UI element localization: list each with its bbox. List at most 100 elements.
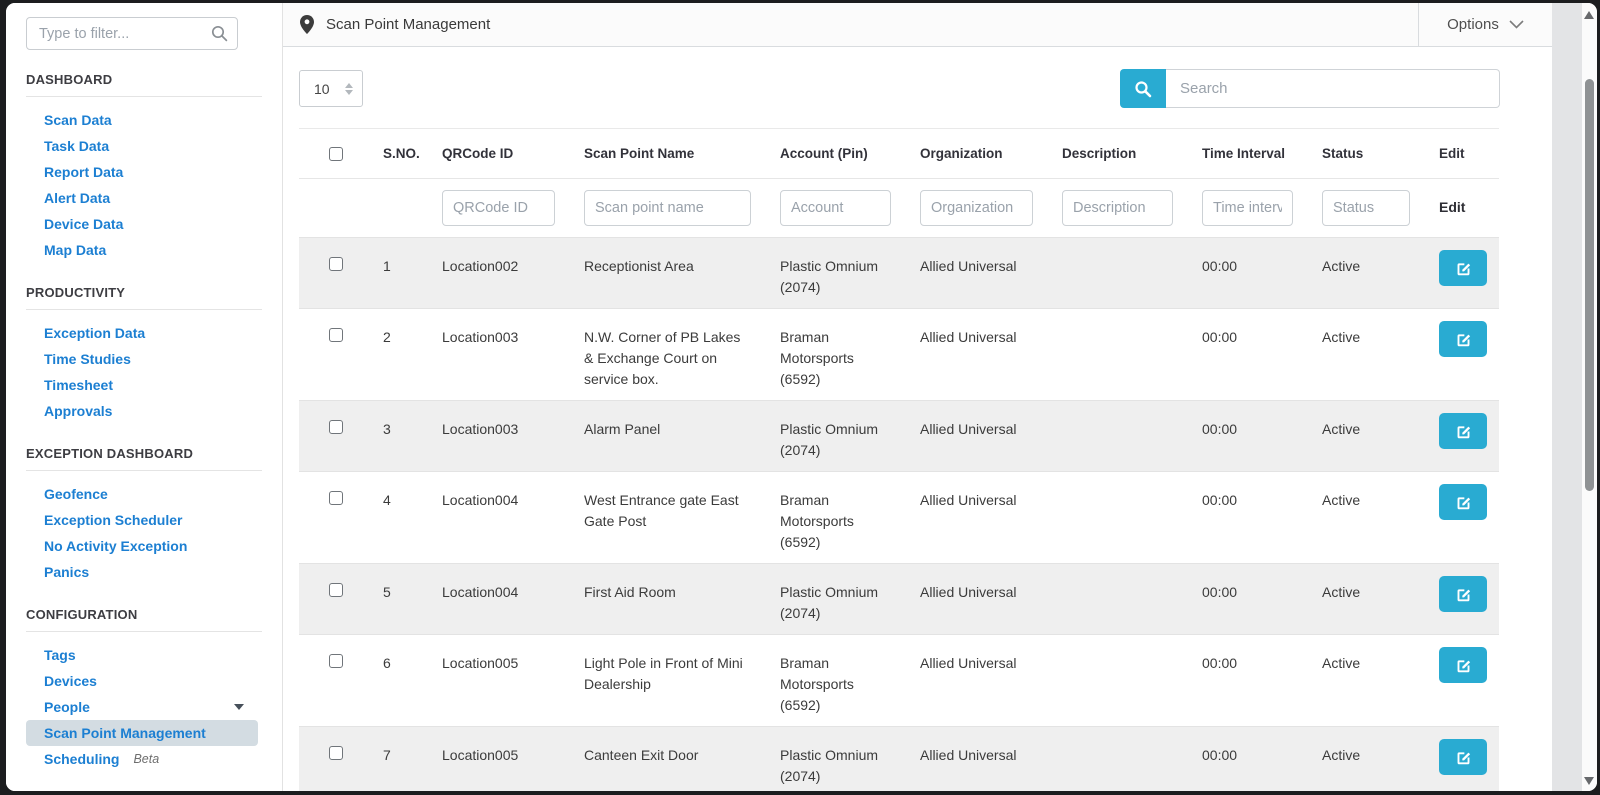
cell-time-interval: 00:00 (1202, 747, 1238, 763)
edit-icon (1457, 496, 1470, 509)
scroll-down-button[interactable] (1584, 777, 1594, 785)
edit-button[interactable] (1439, 576, 1487, 612)
sidebar-item-time-studies[interactable]: Time Studies (26, 346, 258, 372)
filter-status-input[interactable] (1322, 190, 1410, 226)
sidebar-item-exception-data[interactable]: Exception Data (26, 320, 258, 346)
sidebar-item-no-activity-exception[interactable]: No Activity Exception (26, 533, 258, 559)
edit-button[interactable] (1439, 250, 1487, 286)
chevron-down-icon (1509, 20, 1524, 29)
search-input[interactable] (1166, 69, 1500, 108)
edit-button[interactable] (1439, 484, 1487, 520)
table-filter-row: Edit (299, 179, 1499, 238)
sidebar-item-exception-scheduler[interactable]: Exception Scheduler (26, 507, 258, 533)
sidebar-item-label: Approvals (44, 403, 113, 419)
filter-qrcode-input[interactable] (442, 190, 555, 226)
cell-sno: 5 (383, 584, 391, 600)
topbar: Scan Point Management Options (283, 3, 1552, 47)
sidebar-item-task-data[interactable]: Task Data (26, 133, 258, 159)
sidebar-item-map-data[interactable]: Map Data (26, 237, 258, 263)
options-button[interactable]: Options (1418, 3, 1552, 46)
sidebar-item-device-data[interactable]: Device Data (26, 211, 258, 237)
edit-button[interactable] (1439, 647, 1487, 683)
sidebar-filter-input[interactable] (26, 17, 238, 50)
cell-description (1049, 472, 1189, 564)
sidebar-item-label: Alert Data (44, 190, 111, 206)
edit-button[interactable] (1439, 739, 1487, 775)
chevron-down-icon (234, 704, 244, 710)
divider (26, 631, 262, 632)
search-icon (1135, 80, 1152, 97)
scroll-up-button[interactable] (1584, 11, 1594, 19)
row-checkbox[interactable] (329, 420, 343, 434)
filter-time-interval-input[interactable] (1202, 190, 1293, 226)
sidebar-item-scan-data[interactable]: Scan Data (26, 107, 258, 133)
cell-description (1049, 401, 1189, 472)
edit-icon (1457, 659, 1470, 672)
scroll-thumb[interactable] (1585, 79, 1594, 491)
table-row: 4 Location004 West Entrance gate East Ga… (299, 471, 1499, 564)
column-header-sno: S.NO. (383, 146, 420, 161)
row-checkbox[interactable] (329, 257, 343, 271)
edit-icon (1457, 333, 1470, 346)
cell-scan-point-name: Receptionist Area (584, 258, 694, 274)
sidebar-item-scheduling[interactable]: Scheduling Beta (26, 746, 258, 772)
spinner-arrows-icon (345, 82, 353, 95)
topbar-title-area: Scan Point Management (283, 3, 1418, 46)
sidebar-section-title: CONFIGURATION (26, 607, 138, 622)
edit-button[interactable] (1439, 413, 1487, 449)
edit-icon (1457, 262, 1470, 275)
cell-organization: Allied Universal (920, 747, 1017, 763)
cell-scan-point-name: West Entrance gate East Gate Post (584, 492, 739, 529)
row-checkbox[interactable] (329, 654, 343, 668)
sidebar-item-scan-point-management[interactable]: Scan Point Management (26, 720, 258, 746)
row-checkbox[interactable] (329, 583, 343, 597)
row-checkbox[interactable] (329, 746, 343, 760)
sidebar-item-people[interactable]: People (26, 694, 258, 720)
sidebar-item-label: Panics (44, 564, 90, 580)
sidebar-item-tags[interactable]: Tags (26, 642, 258, 668)
cell-sno: 1 (383, 258, 391, 274)
filter-description-input[interactable] (1062, 190, 1173, 226)
sidebar-item-report-data[interactable]: Report Data (26, 159, 258, 185)
sidebar-item-panics[interactable]: Panics (26, 559, 258, 585)
sidebar-item-approvals[interactable]: Approvals (26, 398, 258, 424)
options-label: Options (1447, 16, 1499, 33)
vertical-scrollbar[interactable] (1582, 3, 1597, 791)
sidebar-item-label: Exception Data (44, 325, 146, 341)
row-checkbox[interactable] (329, 491, 343, 505)
sidebar-section-exception-dashboard: EXCEPTION DASHBOARD Geofence Exception S… (26, 446, 262, 585)
cell-description (1049, 727, 1189, 792)
column-header-account: Account (Pin) (780, 146, 868, 161)
cell-description (1049, 309, 1189, 401)
filter-organization-input[interactable] (920, 190, 1033, 226)
row-checkbox[interactable] (329, 328, 343, 342)
cell-scan-point-name: Alarm Panel (584, 421, 661, 437)
cell-organization: Allied Universal (920, 655, 1017, 671)
table-row: 5 Location004 First Aid Room Plastic Omn… (299, 563, 1499, 635)
cell-description (1049, 238, 1189, 309)
sidebar-filter (26, 17, 238, 50)
sidebar-item-label: Timesheet (44, 377, 113, 393)
select-all-checkbox[interactable] (329, 146, 343, 161)
cell-qrcode: Location002 (442, 258, 519, 274)
sidebar-item-label: Scan Data (44, 112, 112, 128)
cell-status: Active (1322, 492, 1361, 508)
sidebar-item-geofence[interactable]: Geofence (26, 481, 258, 507)
edit-icon (1457, 751, 1470, 764)
cell-organization: Allied Universal (920, 584, 1017, 600)
sidebar-item-timesheet[interactable]: Timesheet (26, 372, 258, 398)
cell-description (1049, 564, 1189, 635)
sidebar-section-title: PRODUCTIVITY (26, 285, 126, 300)
table-row: 7 Location005 Canteen Exit Door Plastic … (299, 726, 1499, 792)
edit-button[interactable] (1439, 321, 1487, 357)
sidebar: DASHBOARD Scan Data Task Data Report Dat… (6, 3, 283, 791)
sidebar-item-label: Time Studies (44, 351, 131, 367)
search-button[interactable] (1120, 69, 1166, 108)
filter-account-input[interactable] (780, 190, 891, 226)
sidebar-section-productivity: PRODUCTIVITY Exception Data Time Studies… (26, 285, 262, 424)
filter-scan-point-name-input[interactable] (584, 190, 751, 226)
column-header-edit: Edit (1439, 146, 1465, 161)
sidebar-item-alert-data[interactable]: Alert Data (26, 185, 258, 211)
page-size-select[interactable]: 10 (299, 70, 363, 107)
sidebar-item-devices[interactable]: Devices (26, 668, 258, 694)
